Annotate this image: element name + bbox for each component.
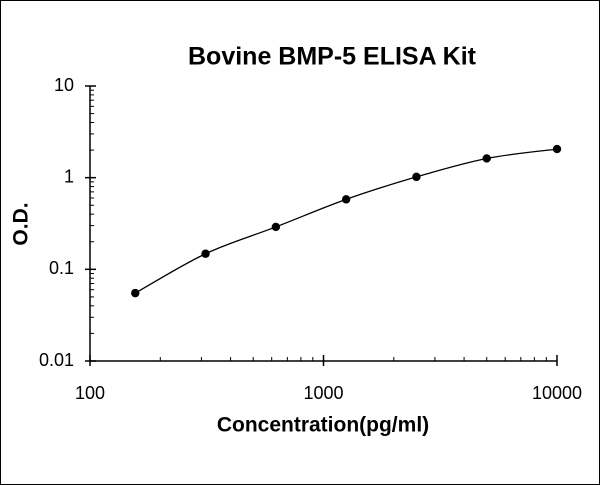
y-tick-label: 0.1 [49, 258, 74, 278]
x-tick-label: 10000 [532, 383, 582, 403]
x-axis-label: Concentration(pg/ml) [217, 414, 429, 437]
data-point [271, 222, 281, 232]
data-point [341, 195, 351, 204]
data-point [552, 144, 562, 154]
data-point [201, 249, 210, 258]
data-point [412, 172, 421, 182]
chart-title: Bovine BMP-5 ELISA Kit [188, 43, 477, 71]
x-tick-label: 100 [75, 383, 105, 403]
data-point [482, 154, 491, 163]
y-tick-label: 0.01 [39, 350, 74, 370]
x-tick-label: 1000 [303, 383, 343, 403]
y-axis-label: O.D. [10, 202, 33, 245]
y-tick-label: 10 [54, 75, 74, 95]
data-point [131, 288, 140, 298]
y-tick-label: 1 [64, 166, 74, 186]
